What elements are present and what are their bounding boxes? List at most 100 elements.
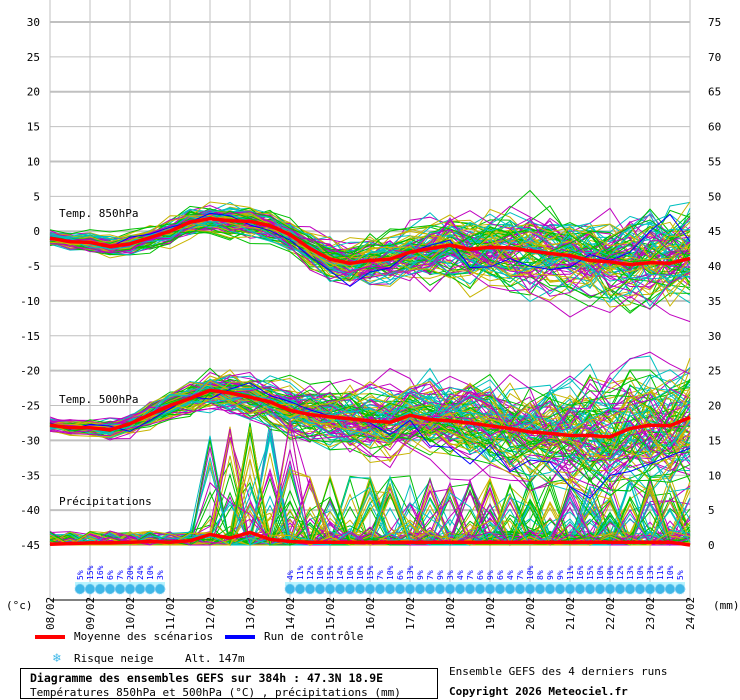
- snow-risk-label: 7%: [376, 570, 385, 580]
- snow-risk-label: 11%: [656, 565, 665, 580]
- control-run-line: [49, 382, 691, 499]
- snow-risk-label: 9%: [556, 570, 565, 580]
- x-tick-label: 19/02: [484, 597, 497, 630]
- snowflake-icon: [404, 583, 416, 595]
- snowflake-icon: [374, 583, 386, 595]
- snow-risk-label: 13%: [626, 565, 635, 580]
- snow-risk-label: 10%: [346, 565, 355, 580]
- snowflake-icon: [554, 583, 566, 595]
- snow-risk-label: 10%: [666, 565, 675, 580]
- snow-risk-label: 5%: [76, 570, 85, 580]
- altitude-label: Alt. 147m: [185, 652, 245, 665]
- snowflake-icon: [534, 583, 546, 595]
- snow-risk-label: 5%: [676, 570, 685, 580]
- right-tick-label: 70: [708, 51, 721, 64]
- snow-risk-label: 16%: [96, 565, 105, 580]
- snowflake-icon: [624, 583, 636, 595]
- x-tick-label: 22/02: [604, 597, 617, 630]
- left-tick-label: -10: [20, 295, 40, 308]
- snow-risk-label: 4%: [456, 570, 465, 580]
- left-tick-label: 30: [27, 16, 40, 29]
- snow-risk-label: 9%: [486, 570, 495, 580]
- right-tick-label: 75: [708, 16, 721, 29]
- snowflake-icon: [464, 583, 476, 595]
- ensemble-member-850: [49, 216, 691, 287]
- ensemble-member-500: [49, 357, 691, 468]
- snow-risk-label: 20%: [126, 565, 135, 580]
- ensemble-member-850: [49, 226, 691, 299]
- snow-risk-label: 8%: [536, 570, 545, 580]
- snowflake-icon: [594, 583, 606, 595]
- snowflake-icon: [504, 583, 516, 595]
- snow-risk-label: 15%: [86, 565, 95, 580]
- ensemble-member-precip: [49, 432, 691, 546]
- ensemble-member-500: [49, 371, 691, 491]
- legend-mean-swatch: [35, 635, 65, 639]
- left-tick-label: 10: [27, 155, 40, 168]
- left-axis-unit: (°c): [6, 599, 33, 612]
- snowflake-icon: [284, 583, 296, 595]
- snowflake-icon: [114, 583, 126, 595]
- ensemble-member-850: [49, 214, 691, 270]
- snowflake-icon: [134, 583, 146, 595]
- x-tick-label: 09/02: [84, 597, 97, 630]
- x-tick-label: 23/02: [644, 597, 657, 630]
- snow-risk-label: 15%: [366, 565, 375, 580]
- snow-risk-label: 10%: [636, 565, 645, 580]
- right-tick-label: 0: [708, 539, 715, 552]
- label-temp-850: Temp. 850hPa: [59, 207, 139, 220]
- x-tick-label: 13/02: [244, 597, 257, 630]
- snowflake-icon: [564, 583, 576, 595]
- x-tick-label: 08/02: [44, 597, 57, 630]
- snow-risk-label: 7%: [466, 570, 475, 580]
- right-tick-label: 10: [708, 469, 721, 482]
- snowflake-icon: [524, 583, 536, 595]
- ensemble-member-500: [49, 385, 691, 478]
- snowflake-icon: [544, 583, 556, 595]
- right-tick-label: 60: [708, 121, 721, 134]
- right-tick-label: 50: [708, 190, 721, 203]
- left-tick-label: -35: [20, 469, 40, 482]
- chart-subtitle: Températures 850hPa et 500hPa (°C) , pré…: [30, 686, 401, 699]
- ensemble-member-500: [49, 380, 691, 472]
- left-tick-label: -30: [20, 434, 40, 447]
- x-tick-label: 16/02: [364, 597, 377, 630]
- snow-risk-label: 12%: [616, 565, 625, 580]
- mean-line-500: [49, 388, 691, 439]
- snowflake-icon: [424, 583, 436, 595]
- legend-mean-label: Moyenne des scénarios: [74, 630, 214, 643]
- x-tick-label: 21/02: [564, 597, 577, 630]
- snowflake-icon: [664, 583, 676, 595]
- left-tick-label: 0: [33, 225, 40, 238]
- snow-risk-label: 24%: [136, 565, 145, 580]
- right-tick-label: 25: [708, 365, 721, 378]
- left-tick-label: -15: [20, 330, 40, 343]
- snow-risk-label: 6%: [396, 570, 405, 580]
- right-tick-label: 55: [708, 155, 721, 168]
- snow-risk-label: 9%: [546, 570, 555, 580]
- snow-risk-label: 13%: [406, 565, 415, 580]
- snowflake-icon: [144, 583, 156, 595]
- snow-band: [285, 582, 685, 586]
- snowflake-icon: [324, 583, 336, 595]
- snowflake-icon: [104, 583, 116, 595]
- snowflake-icon: [354, 583, 366, 595]
- snow-risk-label: 4%: [506, 570, 515, 580]
- snowflake-icon: [124, 583, 136, 595]
- snow-risk-label: 7%: [116, 570, 125, 580]
- snow-risk-label: 3%: [446, 570, 455, 580]
- ensemble-member-850: [49, 212, 691, 279]
- x-tick-label: 15/02: [324, 597, 337, 630]
- right-tick-label: 30: [708, 330, 721, 343]
- ensemble-member-500: [49, 380, 691, 482]
- snow-risk-label: 15%: [326, 565, 335, 580]
- right-tick-label: 20: [708, 400, 721, 413]
- snowflake-icon: [364, 583, 376, 595]
- snow-risk-label: 10%: [606, 565, 615, 580]
- ensemble-member-500: [49, 377, 691, 480]
- left-tick-label: 25: [27, 51, 40, 64]
- snowflake-icon: [634, 583, 646, 595]
- legend-snow-label: Risque neige: [74, 652, 154, 665]
